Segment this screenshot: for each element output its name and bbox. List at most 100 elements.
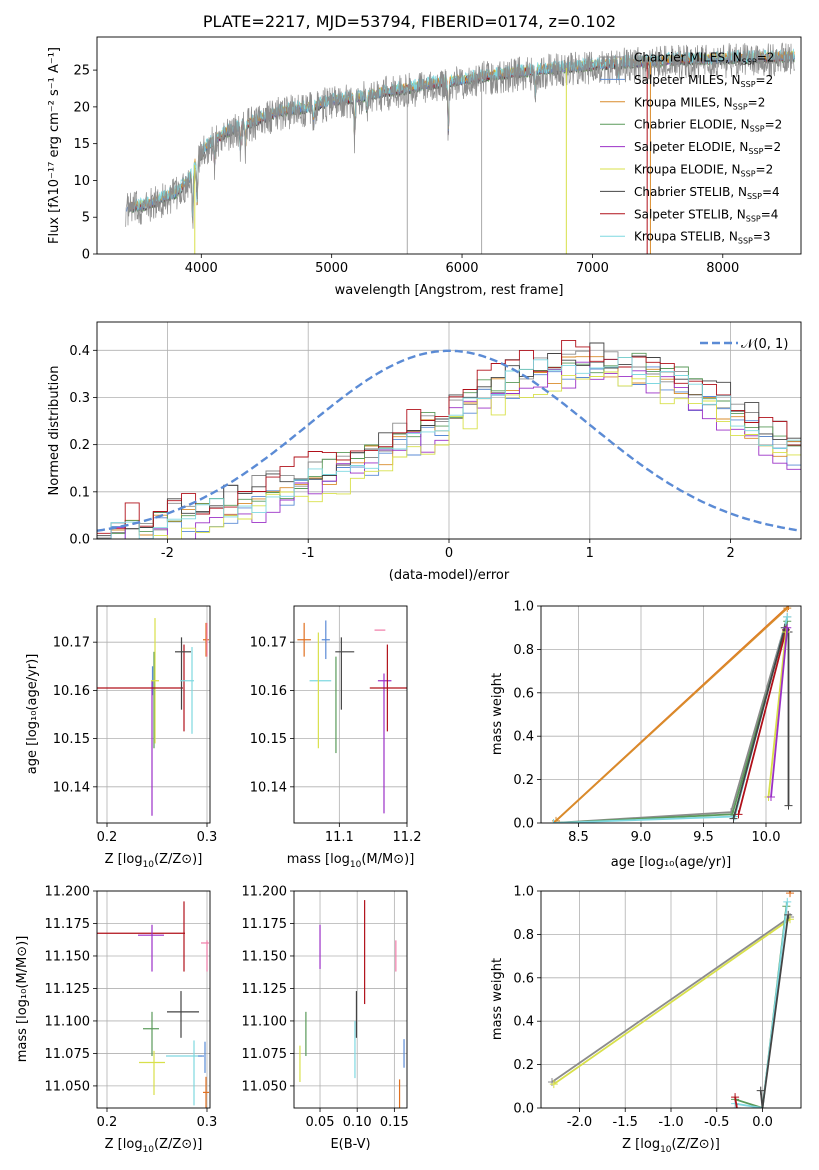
y-tick-label: 10.15 [53,732,90,747]
legend-label: Salpeter MILES, NSSP=2 [634,73,773,89]
y-tick-label: 10.17 [250,636,287,651]
weight-line [555,607,788,822]
x-tick-label: 9.5 [693,830,714,845]
y-tick-label: 0.2 [69,438,90,453]
legend-label: Chabrier MILES, NSSP=2 [634,51,774,67]
plot-area [549,606,793,823]
legend-text: Kroupa MILES, N [634,95,733,109]
plot-area [297,620,407,814]
legend-tail: =2 [765,118,783,132]
y-tick-label: 0 [82,248,90,263]
legend-label: Kroupa ELODIE, NSSP=2 [634,163,773,179]
axes-residuals: -2 -1 0 1 2 0.0 0.1 0.2 0.3 0.4 (data-model)/error… [47,321,802,583]
legend-subscript: SSP [741,80,756,89]
x-label-subscript: 10 [660,1145,672,1155]
y-tick-label: 11.100 [45,1014,91,1029]
axes-frame [293,890,408,1109]
x-tick-label: 11.1 [325,830,354,845]
y-tick-label: 10.14 [53,780,90,795]
y-tick-label: 0.0 [513,1102,534,1117]
plot-area [125,42,795,254]
y-tick-label: 0.0 [69,533,90,548]
weight-marker [734,810,743,819]
y-axis-label: Normed distribution [47,366,62,496]
axes-frame [540,605,802,824]
y-axis-label: mass weight [490,673,505,755]
legend-label: Kroupa MILES, NSSP=2 [634,95,765,111]
weight-line [553,620,789,823]
legend-text: Chabrier STELIB, N [634,185,747,199]
legend-tail: =2 [756,73,774,87]
weight-marker [731,1093,740,1102]
weight-marker [756,1086,765,1095]
x-tick-label: 0.3 [197,1115,218,1130]
x-label-tail: (Z/Z⊙)] [672,1137,720,1152]
weight-marker [549,819,558,823]
legend-subscript: SSP [741,170,756,179]
y-tick-label: 10.16 [250,684,287,699]
y-tick-label: 11.200 [242,885,288,900]
x-label-tail: (Z/Z⊙)] [154,1137,202,1152]
y-tick-label: 10.16 [53,684,90,699]
axes-frame [96,321,802,540]
axes-frame [293,605,408,824]
plot-area [299,900,405,1108]
legend-subscript: SSP [750,125,765,134]
x-label-main: mass [log [287,852,350,867]
legend-label: Kroupa STELIB, NSSP=3 [634,230,771,246]
y-tick-label: 10.17 [53,636,90,651]
y-tick-label: 11.125 [45,982,91,997]
legend-text: Kroupa STELIB, N [634,230,738,244]
y-tick-label: 11.125 [242,982,288,997]
x-tick-label: 0.3 [197,830,218,845]
x-label-tail: (M/M⊙)] [361,852,414,867]
weight-line [734,901,789,1108]
x-tick-label: 4000 [185,261,218,276]
weight-line [732,625,790,819]
legend-text: Salpeter ELODIE, N [634,140,748,154]
legend-subscript: SSP [742,58,757,67]
weight-marker [783,897,792,906]
y-tick-label: 0.8 [513,928,534,943]
weight-line [770,627,789,798]
histogram-step [97,339,801,534]
legend-tail: =2 [756,163,774,177]
plot-area [547,891,795,1108]
legend-label: Chabrier STELIB, NSSP=4 [634,185,780,201]
x-axis-label: Z [log10(Z/Z⊙)] [105,1137,203,1155]
x-tick-label: 0.05 [306,1115,335,1130]
axes-frame [96,890,211,1109]
legend-tail: =4 [761,207,779,221]
y-tick-label: 0.0 [513,817,534,832]
x-tick-label: 9.0 [631,830,652,845]
legend-tail: =3 [753,230,771,244]
y-tick-label: 0.2 [513,773,534,788]
spectrum-line [133,48,795,222]
y-tick-label: 0.1 [69,485,90,500]
axes-age-vs-Z: 0.2 0.3 10.14 10.15 10.16 10.17 Z [log10(Z/Z⊙)… [25,605,218,870]
x-tick-label: -1 [302,546,315,561]
x-tick-label: 0.15 [380,1115,409,1130]
y-tick-label: 25 [73,64,90,79]
x-tick-label: 2 [726,546,734,561]
histogram-step [97,357,801,539]
weight-marker [783,606,792,613]
legend-subscript: SSP [738,237,753,246]
weight-line [737,629,787,815]
legend-tail: =4 [762,185,780,199]
weight-line [767,631,787,798]
x-tick-label: 8000 [706,261,739,276]
y-tick-label: 11.075 [242,1047,288,1062]
y-tick-label: 0.2 [513,1058,534,1073]
y-axis-label: Flux [fλ10⁻¹⁷ erg cm⁻² s⁻¹ A⁻¹] [47,47,62,244]
y-tick-label: 11.050 [242,1079,288,1094]
x-label-main: Z [log [105,852,143,867]
y-tick-label: 10.15 [250,732,287,747]
gaussian-curve [97,349,801,532]
weight-line [759,914,790,1108]
y-tick-label: 0.4 [513,1015,534,1030]
legend-text: Chabrier MILES, N [634,51,742,65]
legend-tail: =2 [763,140,781,154]
x-tick-label: -0.5 [704,1115,729,1130]
weight-marker [784,910,793,919]
